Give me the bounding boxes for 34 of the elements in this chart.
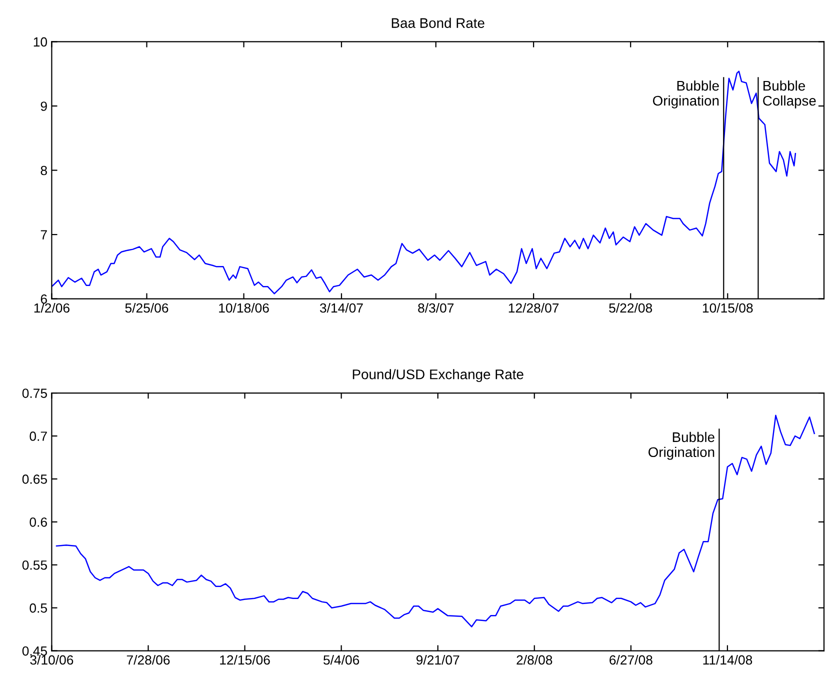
x-tick-label: 5/25/06 (125, 302, 168, 313)
x-tick-label: 10/18/06 (219, 302, 269, 313)
y-tick-label: 0.45 (22, 646, 47, 656)
y-tick-label: 10 (34, 37, 48, 47)
y-tick-label: 9 (40, 102, 47, 111)
x-tick-label: 7/28/06 (126, 654, 170, 665)
ref-line-label: Bubble Origination (648, 432, 714, 460)
ref-line-label: Bubble Origination (652, 80, 719, 108)
line-series (56, 414, 815, 628)
y-tick-label: 0.6 (30, 517, 47, 527)
x-tick-label: 3/10/06 (30, 654, 74, 665)
chart-title: Baa Bond Rate (392, 18, 484, 28)
x-tick-label: 1/2/06 (34, 302, 70, 313)
x-tick-label: 5/22/08 (609, 302, 652, 313)
y-tick-label: 8 (40, 166, 47, 176)
x-tick-label: 6/27/08 (610, 654, 652, 665)
x-tick-label: 12/28/07 (508, 302, 559, 313)
y-tick-label: 0.7 (30, 432, 47, 441)
x-tick-label: 3/14/07 (320, 302, 363, 313)
x-tick-label: 9/21/07 (416, 654, 460, 665)
x-tick-label: 5/4/06 (324, 654, 360, 665)
y-tick-label: 0.75 (22, 388, 47, 398)
ref-line-label: Bubble Collapse (763, 80, 816, 108)
x-tick-label: 2/8/08 (516, 654, 552, 665)
y-tick-label: 7 (40, 230, 47, 240)
chart-title: Pound/USD Exchange Rate (352, 369, 524, 382)
y-tick-label: 6 (40, 294, 47, 304)
y-tick-label: 0.65 (22, 474, 47, 484)
x-tick-label: 12/15/06 (220, 654, 270, 665)
y-tick-label: 0.55 (22, 560, 47, 570)
y-tick-label: 0.5 (30, 603, 47, 613)
x-tick-label: 10/15/08 (702, 302, 753, 313)
x-tick-label: 8/3/07 (418, 302, 454, 313)
x-tick-label: 11/14/08 (703, 654, 752, 665)
